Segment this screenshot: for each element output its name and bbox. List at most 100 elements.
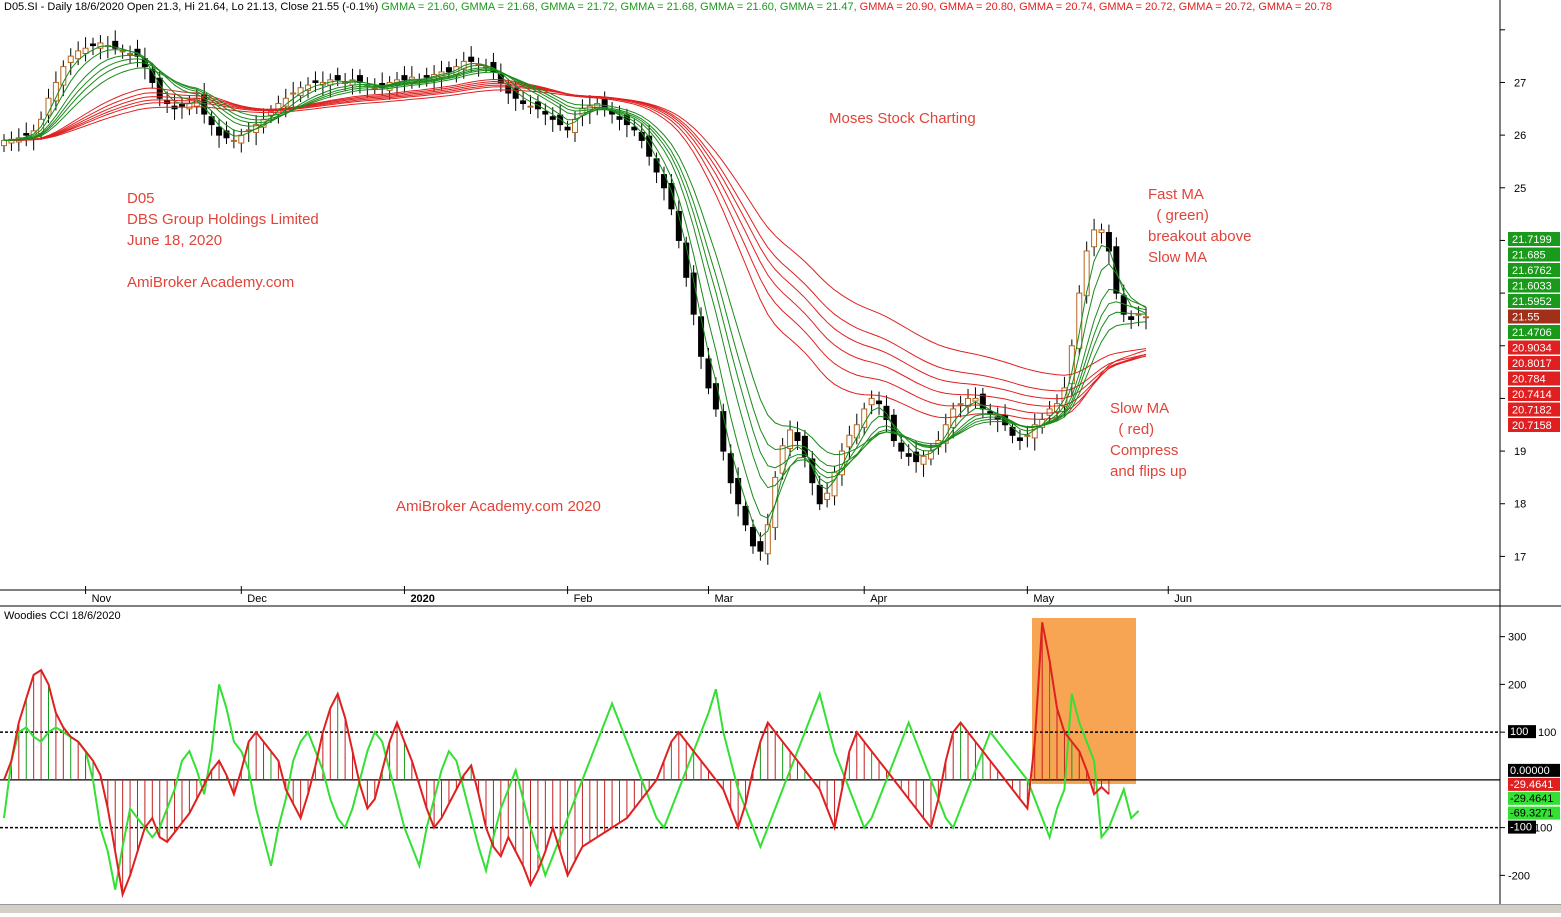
cci-value-text: -29.4641 xyxy=(1510,779,1553,791)
value-label-text: 20.9034 xyxy=(1512,343,1552,355)
value-label-text: 21.55 xyxy=(1512,312,1540,324)
candle-body xyxy=(312,80,319,83)
value-label-text: 20.784 xyxy=(1512,374,1546,386)
gmma-value-7: GMMA = 20.80, xyxy=(939,1,1017,13)
candle-body xyxy=(1143,316,1149,319)
candle-body xyxy=(898,442,905,452)
candle-body xyxy=(127,52,134,55)
candle-body xyxy=(972,397,979,402)
slow-ma-line-2: ( red) xyxy=(1110,421,1155,438)
value-label-box xyxy=(1508,402,1560,417)
value-label-text: 21.6762 xyxy=(1512,265,1552,277)
gmma-value-8: GMMA = 20.74, xyxy=(1019,1,1096,13)
gmma-value-2: GMMA = 21.72, xyxy=(540,1,618,13)
value-label-box xyxy=(1508,325,1560,339)
price-y-tick-label: 26 xyxy=(1514,130,1526,142)
chart-header: D05.SI - Daily 18/6/2020 Open 21.3, Hi 2… xyxy=(4,1,1338,13)
cci-red-line xyxy=(3,622,1110,899)
slow-ma-annotation: Slow MA ( red) Compress and flips up xyxy=(1110,398,1187,482)
candle-body xyxy=(89,43,96,47)
candle-body xyxy=(82,47,89,54)
gmma-values: GMMA = 21.60, GMMA = 21.68, GMMA = 21.72, G… xyxy=(381,1,1335,13)
candle-body xyxy=(290,92,297,95)
gmma-fast-line xyxy=(3,49,1147,519)
value-label-text: 21.5952 xyxy=(1512,296,1552,308)
gmma-value-11: GMMA = 20.78 xyxy=(1258,1,1332,13)
candle-body xyxy=(119,50,126,53)
cci-value-text: -100 xyxy=(1510,822,1532,834)
cci-green-line xyxy=(3,684,1140,890)
cci-value-box xyxy=(1508,725,1536,739)
candle-body xyxy=(720,411,727,452)
fast-ma-line-2: ( green) xyxy=(1148,207,1209,224)
value-label-box xyxy=(1508,263,1560,277)
candle-body xyxy=(23,133,30,136)
candle-body xyxy=(67,55,74,63)
candle-body xyxy=(749,526,756,547)
x-tick-label: 2020 xyxy=(410,593,434,605)
gmma-fast-line xyxy=(3,58,1147,474)
candle-body xyxy=(794,432,801,442)
candle-body xyxy=(787,429,794,449)
candle-body xyxy=(712,383,719,410)
value-label-box xyxy=(1508,309,1560,324)
value-label-box xyxy=(1508,340,1560,355)
sheet-tab-bar[interactable] xyxy=(0,904,1561,913)
value-label-text: 20.7158 xyxy=(1512,420,1552,432)
cci-value-box xyxy=(1508,791,1560,805)
cci-value-text: 0.00000 xyxy=(1510,765,1550,777)
candle-body xyxy=(868,397,875,406)
cci-value-text: -69.3271 xyxy=(1510,808,1553,820)
value-label-box xyxy=(1508,247,1560,262)
cci-value-text: 100 xyxy=(1510,726,1528,738)
cci-value-box xyxy=(1508,777,1560,791)
cci-value-text: -29.4641 xyxy=(1510,793,1553,805)
candle-body xyxy=(238,134,245,144)
candle-body xyxy=(178,104,185,107)
gmma-value-5: GMMA = 21.47, xyxy=(779,1,857,13)
candle-body xyxy=(112,40,119,49)
gmma-value-6: GMMA = 20.90, xyxy=(859,1,937,13)
slow-ma-line-3: Compress xyxy=(1110,442,1179,459)
gmma-fast-line xyxy=(3,67,1147,456)
gmma-slow-line xyxy=(3,86,1147,392)
candle-body xyxy=(861,408,868,428)
candle-body xyxy=(1091,229,1098,248)
x-tick-label: Jun xyxy=(1174,593,1192,605)
candle-body xyxy=(757,541,764,552)
cci-histogram xyxy=(10,622,1110,895)
x-tick-label: Nov xyxy=(92,593,112,605)
candle-body xyxy=(631,126,638,131)
candle-body xyxy=(920,455,927,465)
stock-spacer xyxy=(127,251,319,272)
stock-date: June 18, 2020 xyxy=(127,232,223,249)
fast-ma-line-1: Fast MA xyxy=(1148,186,1204,203)
value-label-box xyxy=(1508,278,1560,293)
value-label-box xyxy=(1508,294,1560,308)
stock-site: AmiBroker Academy.com xyxy=(127,274,295,291)
candle-body xyxy=(1016,437,1023,442)
candle-body xyxy=(905,453,912,457)
slow-ma-line-1: Slow MA xyxy=(1110,400,1170,417)
value-label-box xyxy=(1508,232,1560,246)
candle-body xyxy=(1,139,7,147)
candle-body xyxy=(876,400,883,405)
candle-body xyxy=(549,116,556,120)
candle-body xyxy=(423,75,430,78)
fast-ma-line-3: breakout above xyxy=(1148,228,1252,245)
cci-highlight-region xyxy=(1032,618,1136,784)
candle-body xyxy=(60,66,67,86)
candle-body xyxy=(816,484,823,505)
value-label-text: 20.8017 xyxy=(1512,358,1552,370)
gmma-fast-line xyxy=(3,45,1147,538)
gmma-fast-line xyxy=(3,61,1147,467)
cci-value-box xyxy=(1508,763,1560,777)
x-tick-label: May xyxy=(1033,593,1054,605)
candle-body xyxy=(616,116,623,120)
gmma-slow-line xyxy=(4,89,1147,376)
cci-y-tick-label: 100 xyxy=(1534,823,1552,835)
candle-body xyxy=(646,135,653,157)
candle-body xyxy=(75,50,82,60)
